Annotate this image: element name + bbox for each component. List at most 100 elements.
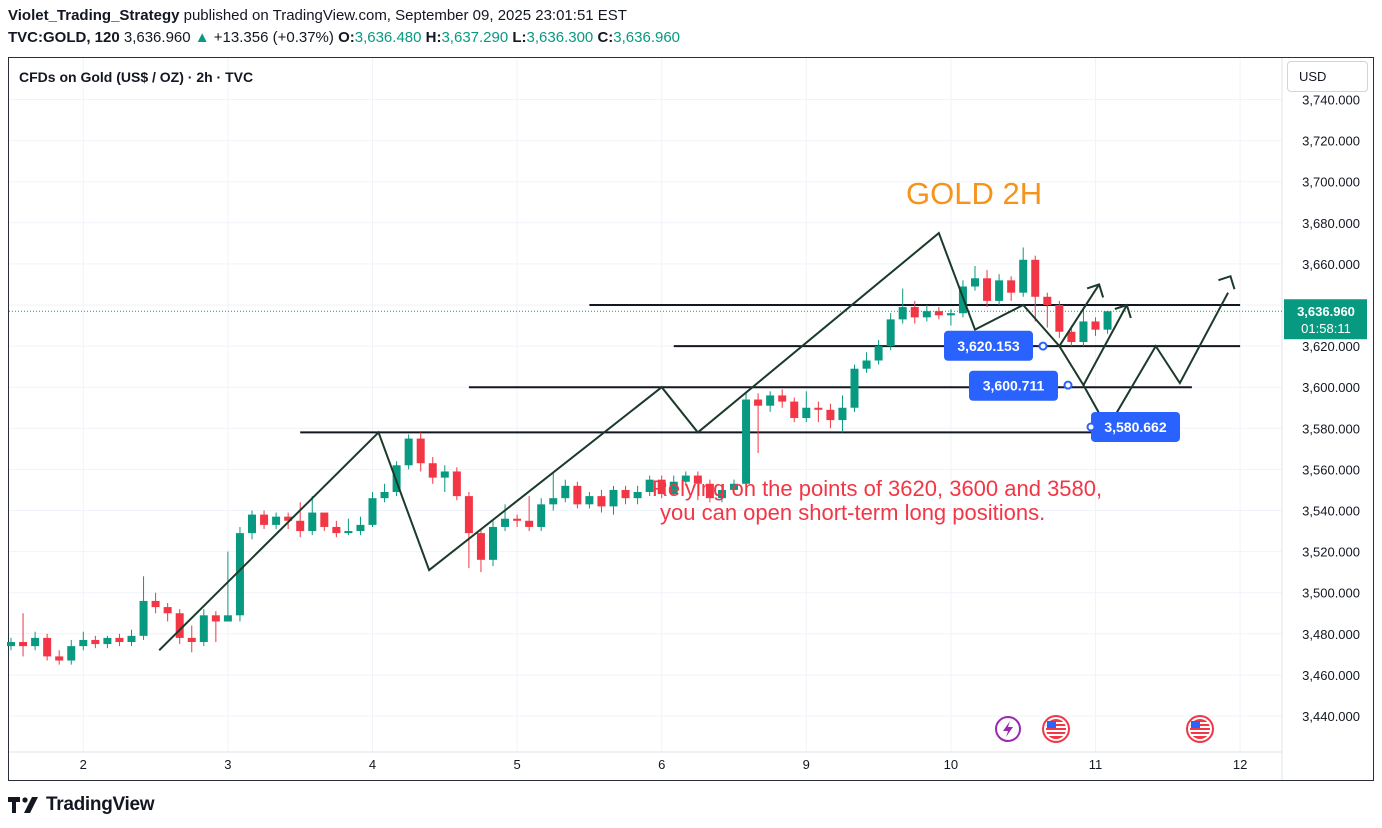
grid: [9, 58, 1283, 780]
candle-body: [127, 635, 136, 643]
candle-body: [633, 492, 642, 499]
candle-body: [235, 533, 244, 616]
event-icons[interactable]: [995, 715, 1214, 743]
x-tick-label: 9: [803, 757, 810, 772]
candle: [790, 397, 799, 423]
lightning-icon[interactable]: [995, 716, 1021, 742]
arrow-head-icon: [1086, 283, 1105, 298]
y-tick-label: 3,680.000: [1302, 216, 1360, 231]
price-axis[interactable]: 3,440.000 3,460.000 3,480.000 3,500.000 3,52…: [1302, 93, 1360, 725]
candle: [55, 650, 64, 665]
candle: [392, 461, 401, 497]
candle: [115, 633, 124, 647]
candle-body: [223, 615, 232, 622]
anchor-point: [1038, 341, 1048, 351]
y-tick-label: 3,600.000: [1302, 380, 1360, 395]
candle: [368, 492, 377, 527]
candle-body: [1067, 331, 1076, 342]
x-tick-label: 2: [80, 757, 87, 772]
candle: [898, 288, 907, 324]
header-line-1: Violet_Trading_Strategy published on Tra…: [8, 7, 627, 24]
candle-body: [452, 471, 461, 497]
candle-body: [585, 496, 594, 505]
annotation-line-1: Relying on the points of 3620, 3600 and …: [652, 476, 1102, 501]
author-name[interactable]: Violet_Trading_Strategy: [8, 7, 180, 24]
low-value: 3,636.300: [526, 29, 594, 46]
candle-body: [1019, 259, 1028, 293]
y-tick-label: 3,560.000: [1302, 462, 1360, 477]
y-tick-label: 3,520.000: [1302, 545, 1360, 560]
y-tick-label: 3,460.000: [1302, 668, 1360, 683]
candle-body: [742, 399, 751, 484]
zigzag-branch[interactable]: [1082, 304, 1128, 386]
candle-body: [43, 637, 52, 657]
candle-body: [802, 407, 811, 419]
candle: [248, 510, 256, 540]
chart-frame[interactable]: [8, 57, 1374, 781]
candle: [260, 510, 269, 529]
candle: [730, 479, 738, 493]
candle: [151, 592, 160, 614]
candle-body: [537, 504, 546, 527]
candle-body: [549, 498, 558, 505]
candle-body: [645, 479, 654, 493]
price-tag-label: 3,580.662: [1104, 419, 1166, 435]
zigzag-line[interactable]: [158, 231, 1229, 651]
current-price-tag: [1284, 299, 1367, 340]
up-triangle-icon: ▲: [194, 29, 210, 46]
candle-body: [597, 496, 606, 507]
candle: [320, 512, 329, 532]
us-flag-icon[interactable]: [1186, 715, 1214, 743]
candle-body: [187, 637, 196, 643]
candle: [766, 391, 775, 412]
tradingview-logo[interactable]: TradingView: [8, 794, 155, 816]
candle: [886, 313, 895, 351]
zigzag-path[interactable]: [158, 231, 1236, 651]
candle-body: [115, 637, 124, 643]
candle-body: [971, 278, 979, 287]
x-tick-label: 11: [1089, 757, 1103, 772]
price-tag: 3,580.662: [1091, 411, 1180, 442]
candle: [308, 496, 317, 536]
x-tick-label: 3: [224, 757, 231, 772]
candle: [127, 629, 136, 647]
close-value: 3,636.960: [613, 29, 681, 46]
zigzag-branch[interactable]: [1058, 283, 1100, 347]
candle-body: [850, 368, 859, 408]
candle-body: [392, 465, 401, 493]
candle: [489, 520, 497, 566]
candle: [1079, 307, 1088, 347]
candle: [79, 631, 88, 651]
candle-body: [814, 407, 823, 410]
candle: [910, 300, 919, 324]
candle: [609, 485, 618, 515]
y-tick-label: 3,440.000: [1302, 709, 1360, 724]
us-flag-icon[interactable]: [1042, 715, 1070, 743]
candle-body: [151, 600, 160, 608]
candle: [163, 602, 172, 622]
time-axis[interactable]: 2 3 4 5 6 9 10 11 12: [80, 757, 1248, 772]
published-info: published on TradingView.com, September …: [179, 7, 627, 24]
price-tag-bg: [944, 330, 1033, 361]
anchor-point: [1086, 422, 1096, 432]
candle-body: [898, 307, 907, 320]
anchor-point: [1063, 380, 1073, 390]
y-tick-label: 3,720.000: [1302, 134, 1360, 149]
candle-body: [730, 483, 738, 490]
candle-body: [163, 607, 172, 614]
candle: [705, 479, 714, 503]
flag-canton: [1191, 721, 1200, 728]
candle: [91, 635, 100, 649]
currency-button[interactable]: USD: [1287, 61, 1368, 92]
price-tag: 3,620.153: [944, 330, 1033, 361]
candle: [717, 483, 726, 503]
candle: [452, 467, 461, 501]
x-tick-label: 4: [369, 757, 376, 772]
candle-body: [404, 438, 413, 466]
price-tags: 3,620.153 3,600.711 3,580.662 3,636.960 01:5…: [944, 299, 1367, 442]
price-tag: 3,600.711: [969, 370, 1058, 401]
candle: [754, 393, 763, 453]
candle: [814, 401, 823, 423]
candle: [199, 609, 208, 647]
